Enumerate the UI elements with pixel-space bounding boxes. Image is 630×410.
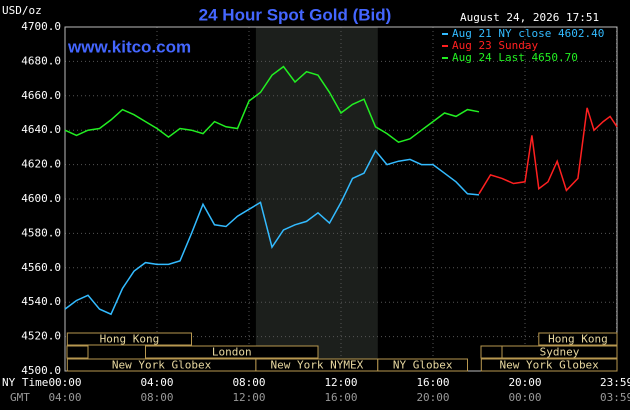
session-box [66,332,192,346]
price-line [478,107,618,195]
price-line [64,149,480,316]
x2-tick-label: 03:59 [600,391,630,404]
x-tick-label: 08:00 [232,376,265,389]
session-label: New York NYMEX [270,359,363,372]
session-shade [255,27,378,371]
session-label: New York Globex [499,359,599,372]
x-axis-label: NY Time [2,376,48,389]
lines-layer [64,65,618,316]
x-tick-label: 00:00 [48,376,81,389]
y-tick-label: 4540.0 [21,295,61,308]
y-tick-label: 4680.0 [21,54,61,67]
session-box [480,345,504,359]
y-tick-label: 4520.0 [21,330,61,343]
shade-layer [255,27,378,371]
y-tick-label: 4560.0 [21,261,61,274]
session-box [377,358,468,372]
legend-label: Aug 24 Last 4650.70 [452,51,578,64]
x-tick-label: 04:00 [140,376,173,389]
x2-tick-label: 04:00 [48,391,81,404]
y-tick-label: 4700.0 [21,20,61,33]
session-label: NY Globex [393,359,453,372]
session-label: London [212,346,252,359]
watermark: www.kitco.com [67,37,191,56]
x-tick-label: 20:00 [508,376,541,389]
y-tick-label: 4640.0 [21,123,61,136]
y-axis-label: USD/oz [2,4,42,17]
x-tick-label: 12:00 [324,376,357,389]
x2-tick-label: 12:00 [232,391,265,404]
legend-label: Aug 21 NY close 4602.40 [452,27,604,40]
y-tick-label: 4620.0 [21,158,61,171]
x2-axis-label: GMT [10,391,30,404]
session-label: New York Globex [112,359,212,372]
y-tick-label: 4600.0 [21,192,61,205]
x2-tick-label: 00:00 [508,391,541,404]
price-line [64,65,480,144]
x2-tick-label: 16:00 [324,391,357,404]
session-label: Hong Kong [548,333,608,346]
x-tick-label: 16:00 [416,376,449,389]
legend-label: Aug 23 Sunday [452,39,538,52]
session-box [480,358,618,372]
session-label: Sydney [540,346,580,359]
x2-tick-label: 08:00 [140,391,173,404]
session-box [538,332,618,346]
x-tick-label: 23:59 [600,376,630,389]
session-box [501,345,618,359]
session-label: Hong Kong [100,333,160,346]
session-box [66,345,89,359]
y-tick-label: 4500.0 [21,364,61,377]
y-tick-label: 4580.0 [21,226,61,239]
x2-tick-label: 20:00 [416,391,449,404]
timestamp: August 24, 2026 17:51 [460,11,599,24]
session-box [145,345,319,359]
chart-title: 24 Hour Spot Gold (Bid) [199,5,392,24]
y-tick-label: 4660.0 [21,89,61,102]
